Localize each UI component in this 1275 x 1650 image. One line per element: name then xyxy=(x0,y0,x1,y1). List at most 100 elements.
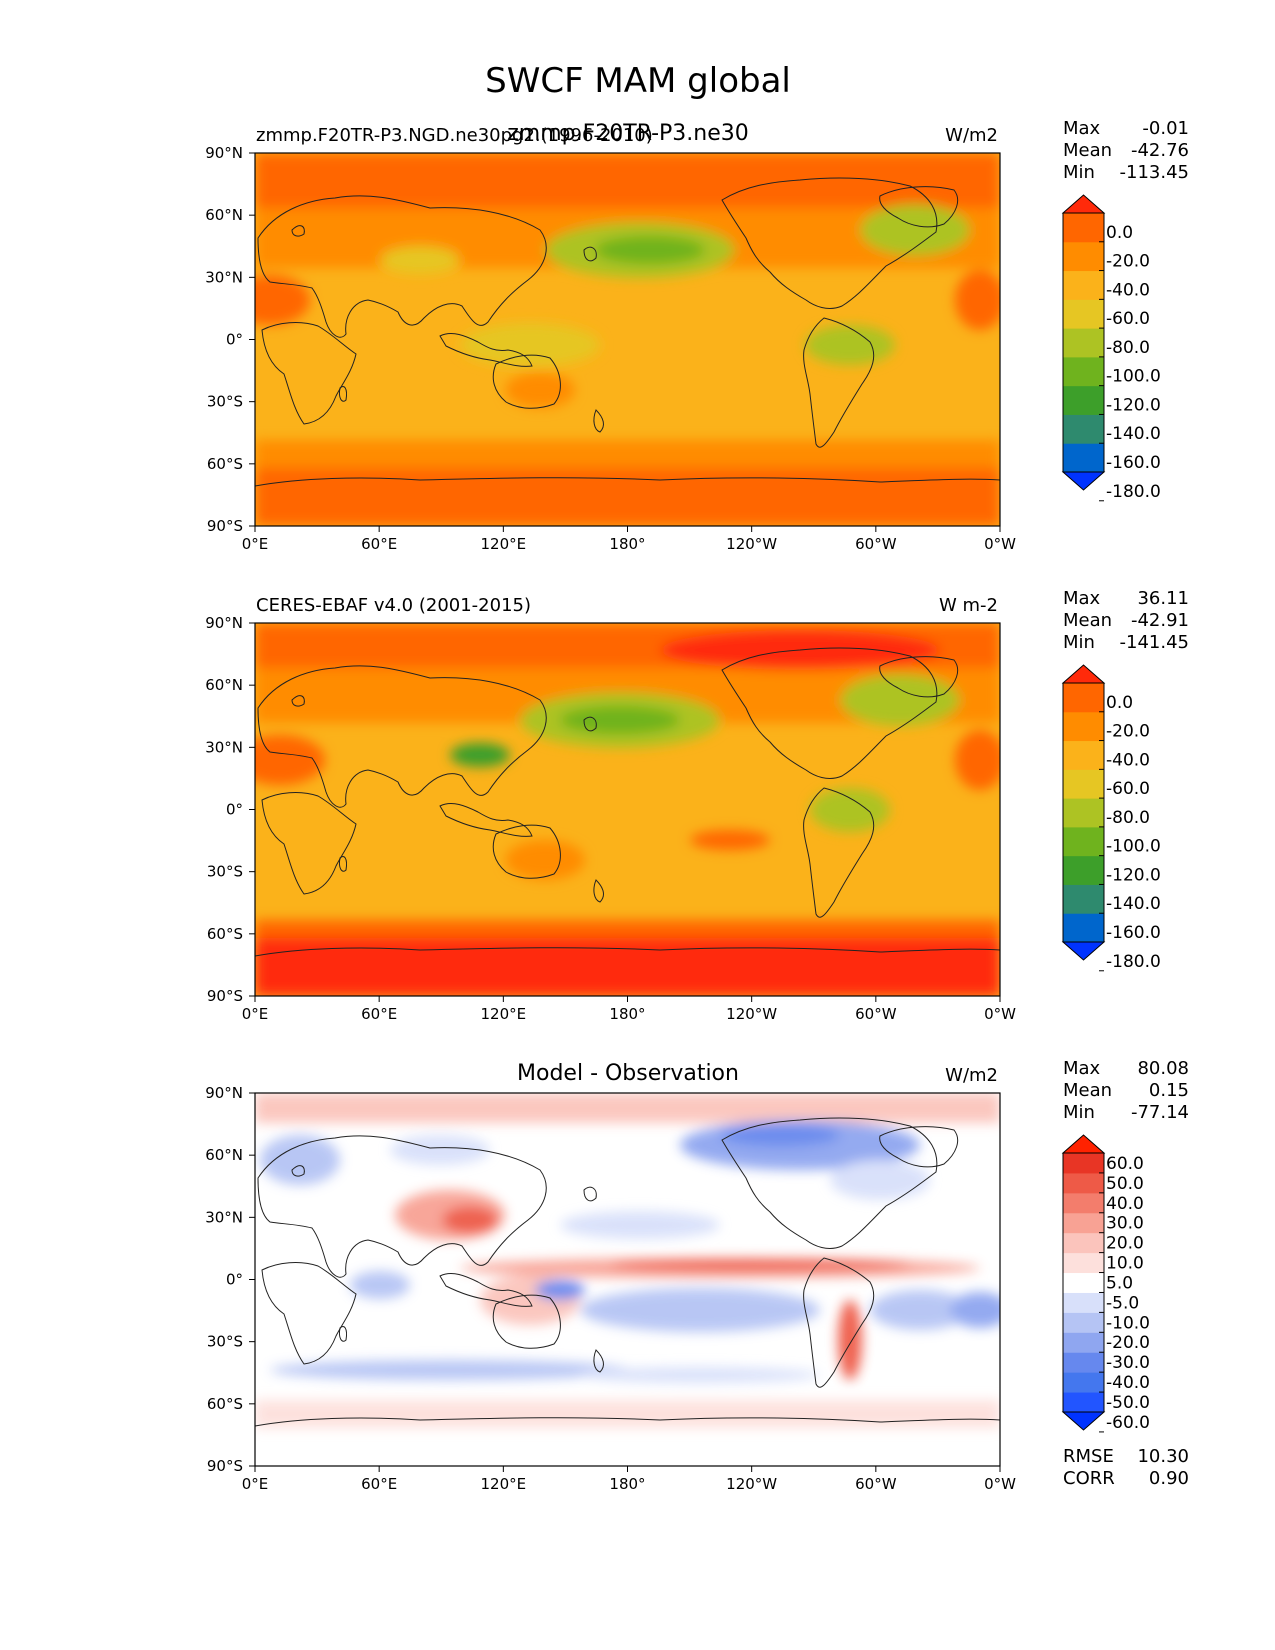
colorbar-segment xyxy=(1063,769,1104,799)
stat-value: 80.08 xyxy=(1137,1058,1189,1079)
panel-model-units: W/m2 xyxy=(945,125,998,146)
colorbar-segment xyxy=(1063,913,1104,943)
x-tick-label: 60°W xyxy=(855,535,897,553)
stat-label: Min xyxy=(1063,162,1095,183)
x-tick-label: 0°E xyxy=(242,535,269,553)
colorbar-label: 10.0 xyxy=(1106,1254,1144,1274)
colorbar-segment xyxy=(1063,1153,1104,1174)
x-tick-label: 120°W xyxy=(726,1475,777,1493)
colorbar-label: 40.0 xyxy=(1106,1194,1144,1214)
x-tick-label: 180° xyxy=(609,1005,645,1023)
colorbar-segment xyxy=(1063,1312,1104,1333)
stat-value: 0.15 xyxy=(1149,1080,1189,1101)
y-tick-label: 60°N xyxy=(205,206,243,224)
colorbar-segment xyxy=(1063,1292,1104,1313)
panel-observation-axes: 0°E 60°E 120°E 180° 120°W 60°W 0°W 90°N 60°N 30°N… xyxy=(205,614,1016,1023)
stat-label: Max xyxy=(1063,118,1101,139)
colorbar-extend-low xyxy=(1061,1411,1106,1431)
y-tick-label: 60°S xyxy=(207,455,243,473)
y-tick-label: 30°S xyxy=(207,1333,243,1351)
stat-value: 36.11 xyxy=(1137,588,1189,609)
colorbar-segment xyxy=(1063,1392,1104,1413)
colorbar-segment xyxy=(1063,884,1104,914)
colorbar-segment xyxy=(1063,855,1104,885)
colorbar-segment xyxy=(1063,241,1104,272)
y-tick-label: 90°N xyxy=(205,1084,243,1102)
panel-observation-left-title: CERES-EBAF v4.0 (2001-2015) xyxy=(256,595,531,616)
x-tick-label: 120°W xyxy=(726,1005,777,1023)
x-tick-label: 60°W xyxy=(855,1005,897,1023)
colorbar-label: -140.0 xyxy=(1106,894,1161,914)
colorbar-segment xyxy=(1063,356,1104,387)
colorbar-label: -60.0 xyxy=(1106,309,1150,329)
colorbar-label: -180.0 xyxy=(1106,952,1161,972)
stat-label: Mean xyxy=(1063,610,1112,631)
colorbar-outline xyxy=(1062,212,1105,473)
stat-label: Max xyxy=(1063,588,1101,609)
colorbar-label: 30.0 xyxy=(1106,1214,1144,1234)
panel-observation-units: W m-2 xyxy=(939,595,998,616)
colorbar-segment xyxy=(1063,328,1104,358)
panel-observation-stats: Max 36.11 Mean -42.91 Min -141.45 xyxy=(1063,588,1189,653)
rmse-label: RMSE xyxy=(1063,1446,1114,1467)
colorbar-label: -120.0 xyxy=(1106,395,1161,415)
colorbar-segment xyxy=(1063,683,1104,713)
colorbar-label: -120.0 xyxy=(1106,865,1161,885)
colorbar-label: -40.0 xyxy=(1106,1373,1150,1393)
x-tick-label: 60°E xyxy=(361,1005,397,1023)
panel-model-stats: Max -0.01 Mean -42.76 Min -113.45 xyxy=(1063,118,1189,183)
x-tick-label: 0°W xyxy=(984,1475,1016,1493)
colorbar-label: -30.0 xyxy=(1106,1353,1150,1373)
x-tick-label: 0°W xyxy=(984,535,1016,553)
colorbar-label: -20.0 xyxy=(1106,722,1150,742)
stat-label: Max xyxy=(1063,1058,1101,1079)
x-tick-label: 120°E xyxy=(481,1475,527,1493)
colorbar-segment xyxy=(1063,414,1104,444)
x-tick-label: 120°W xyxy=(726,535,777,553)
panel-model-map xyxy=(255,153,1000,526)
corr-label: CORR xyxy=(1063,1468,1115,1489)
colorbar-extend-low xyxy=(1061,471,1106,491)
panel-model-colorbar: 0.0 -20.0 -40.0 -60.0 -80.0 -100.0 -120.0 -140.… xyxy=(1061,194,1161,502)
y-tick-label: 30°N xyxy=(205,1208,243,1226)
colorbar-label: -180.0 xyxy=(1106,482,1161,502)
panel-observation-colorbar: 0.0 -20.0 -40.0 -60.0 -80.0 -100.0 -120.0 -140.… xyxy=(1061,664,1161,972)
colorbar-label: 0.0 xyxy=(1106,693,1133,713)
figure-title: SWCF MAM global xyxy=(485,61,791,101)
x-tick-label: 120°E xyxy=(481,1005,527,1023)
colorbar-label: -160.0 xyxy=(1106,923,1161,943)
y-tick-label: 90°S xyxy=(207,1457,243,1475)
panel-difference-axes: 0°E 60°E 120°E 180° 120°W 60°W 0°W 90°N 60°N 30°N… xyxy=(205,1084,1016,1493)
stat-value: -113.45 xyxy=(1120,162,1189,183)
y-tick-label: 90°N xyxy=(205,614,243,632)
colorbar-label: -60.0 xyxy=(1106,779,1150,799)
colorbar-extend-high xyxy=(1061,194,1106,214)
colorbar-label: -160.0 xyxy=(1106,453,1161,473)
colorbar-segment xyxy=(1063,385,1104,415)
y-tick-label: 60°N xyxy=(205,1146,243,1164)
stat-label: Min xyxy=(1063,632,1095,653)
y-tick-label: 0° xyxy=(226,1271,243,1289)
colorbar-label: -140.0 xyxy=(1106,424,1161,444)
stat-value: -42.91 xyxy=(1131,610,1189,631)
y-tick-label: 60°N xyxy=(205,676,243,694)
colorbar-label: -10.0 xyxy=(1106,1313,1150,1333)
colorbar-segment xyxy=(1063,213,1104,243)
stat-label: Min xyxy=(1063,1102,1095,1123)
x-tick-label: 0°W xyxy=(984,1005,1016,1023)
panel-observation: CERES-EBAF v4.0 (2001-2015) W m-2 xyxy=(205,588,1189,1023)
panel-model: zmmp.F20TR-P3.NGD.ne30pg2.(1996-2010) zm… xyxy=(205,118,1189,553)
panel-difference-units: W/m2 xyxy=(945,1065,998,1086)
colorbar-extend-high xyxy=(1061,664,1106,684)
x-tick-label: 0°E xyxy=(242,1005,269,1023)
x-tick-label: 180° xyxy=(609,535,645,553)
x-tick-label: 60°E xyxy=(361,535,397,553)
panel-difference-center-title: Model - Observation xyxy=(517,1061,739,1086)
colorbar-label: -80.0 xyxy=(1106,338,1150,358)
x-tick-label: 180° xyxy=(609,1475,645,1493)
colorbar-label: -40.0 xyxy=(1106,750,1150,770)
y-tick-label: 0° xyxy=(226,331,243,349)
colorbar-label: 0.0 xyxy=(1106,223,1133,243)
stat-value: -42.76 xyxy=(1131,140,1189,161)
y-tick-label: 30°N xyxy=(205,738,243,756)
